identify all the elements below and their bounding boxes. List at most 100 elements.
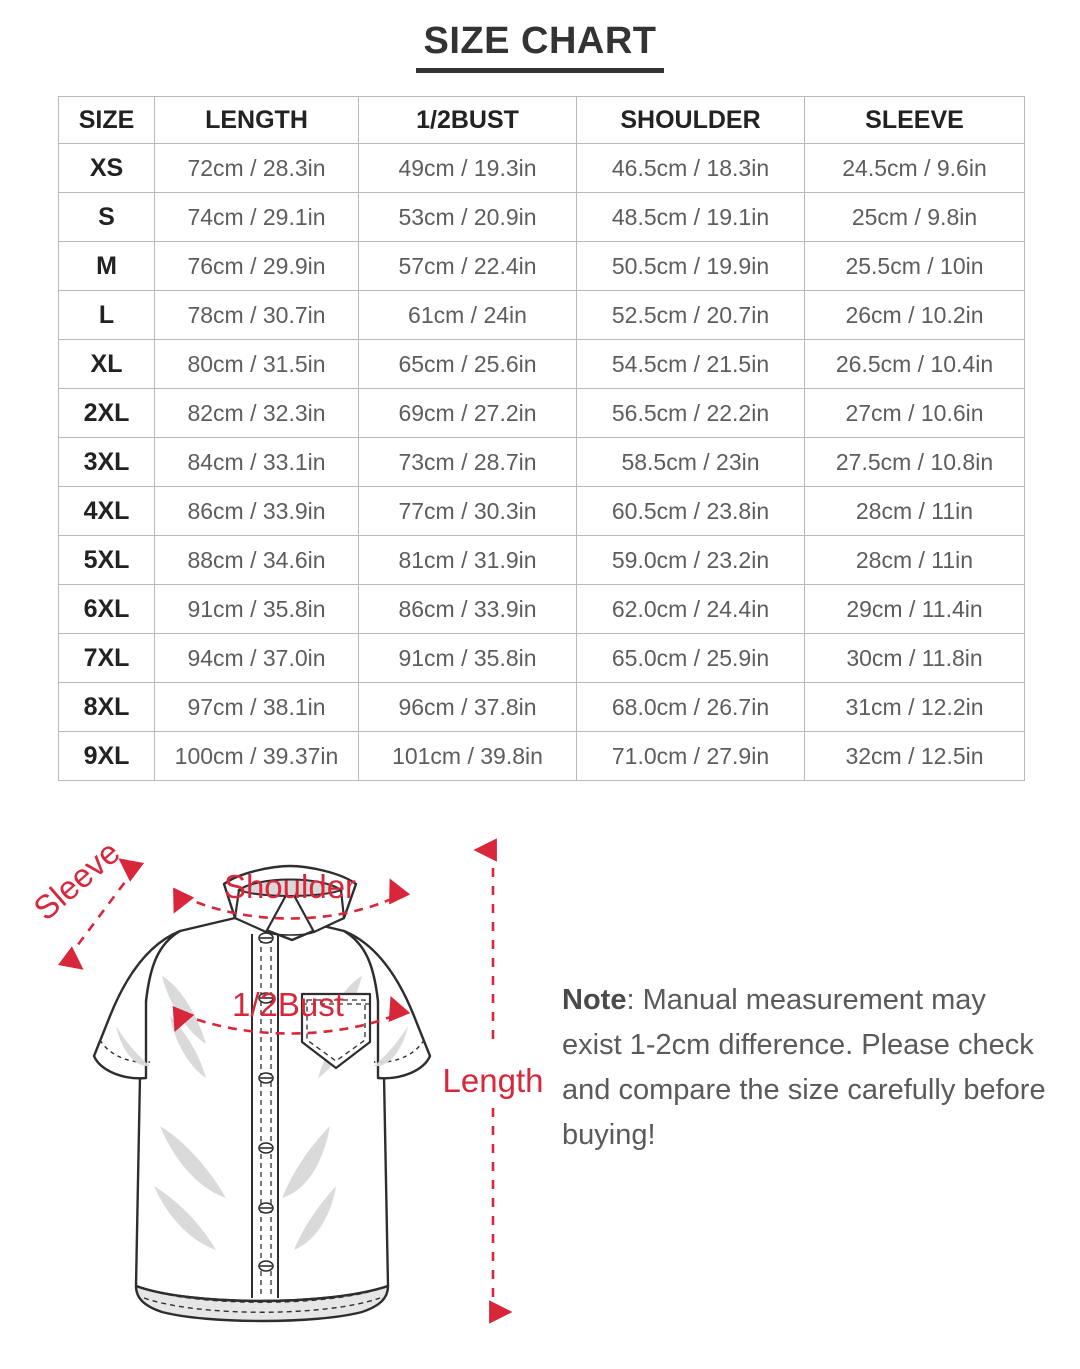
cell-length: 72cm / 28.3in: [154, 143, 359, 193]
table-row: XS 72cm / 28.3in 49cm / 19.3in 46.5cm / …: [58, 143, 1025, 193]
cell-bust: 81cm / 31.9in: [358, 535, 577, 585]
cell-size: 7XL: [58, 633, 155, 683]
cell-size: 5XL: [58, 535, 155, 585]
bust-measure-arrow: [172, 995, 411, 1035]
cell-length: 74cm / 29.1in: [154, 192, 359, 242]
column-header-bust: 1/2BUST: [358, 96, 577, 144]
cell-shoulder: 65.0cm / 25.9in: [576, 633, 805, 683]
cell-size: 2XL: [58, 388, 155, 438]
cell-size: 4XL: [58, 486, 155, 536]
sleeve-measure-arrow: [57, 858, 145, 970]
column-header-length: LENGTH: [154, 96, 359, 144]
cell-sleeve: 27.5cm / 10.8in: [804, 437, 1025, 487]
cell-length: 80cm / 31.5in: [154, 339, 359, 389]
cell-size: XS: [58, 143, 155, 193]
table-row: 4XL 86cm / 33.9in 77cm / 30.3in 60.5cm /…: [58, 486, 1025, 536]
table-row: L 78cm / 30.7in 61cm / 24in 52.5cm / 20.…: [58, 290, 1025, 340]
bust-label: 1/2Bust: [232, 986, 344, 1023]
cell-sleeve: 28cm / 11in: [804, 486, 1025, 536]
table-row: XL 80cm / 31.5in 65cm / 25.6in 54.5cm / …: [58, 339, 1025, 389]
measurement-note: Note: Manual measurement may exist 1-2cm…: [562, 978, 1052, 1158]
cell-size: 8XL: [58, 682, 155, 732]
cell-bust: 69cm / 27.2in: [358, 388, 577, 438]
cell-sleeve: 31cm / 12.2in: [804, 682, 1025, 732]
cell-bust: 91cm / 35.8in: [358, 633, 577, 683]
table-row: 2XL 82cm / 32.3in 69cm / 27.2in 56.5cm /…: [58, 388, 1025, 438]
cell-length: 84cm / 33.1in: [154, 437, 359, 487]
table-row: 8XL 97cm / 38.1in 96cm / 37.8in 68.0cm /…: [58, 682, 1025, 732]
size-chart-table: SIZE LENGTH 1/2BUST SHOULDER SLEEVE XS 7…: [58, 96, 1025, 781]
cell-shoulder: 60.5cm / 23.8in: [576, 486, 805, 536]
column-header-shoulder: SHOULDER: [576, 96, 805, 144]
cell-shoulder: 68.0cm / 26.7in: [576, 682, 805, 732]
table-row: 6XL 91cm / 35.8in 86cm / 33.9in 62.0cm /…: [58, 584, 1025, 634]
cell-shoulder: 56.5cm / 22.2in: [576, 388, 805, 438]
cell-bust: 53cm / 20.9in: [358, 192, 577, 242]
table-row: M 76cm / 29.9in 57cm / 22.4in 50.5cm / 1…: [58, 241, 1025, 291]
cell-size: XL: [58, 339, 155, 389]
cell-size: L: [58, 290, 155, 340]
cell-sleeve: 30cm / 11.8in: [804, 633, 1025, 683]
cell-length: 86cm / 33.9in: [154, 486, 359, 536]
cell-bust: 73cm / 28.7in: [358, 437, 577, 487]
cell-size: 9XL: [58, 731, 155, 781]
cell-sleeve: 25cm / 9.8in: [804, 192, 1025, 242]
note-text: Manual measurement may exist 1-2cm diffe…: [562, 984, 1046, 1151]
table-row: 9XL 100cm / 39.37in 101cm / 39.8in 71.0c…: [58, 731, 1025, 781]
cell-bust: 86cm / 33.9in: [358, 584, 577, 634]
table-row: S 74cm / 29.1in 53cm / 20.9in 48.5cm / 1…: [58, 192, 1025, 242]
cell-sleeve: 32cm / 12.5in: [804, 731, 1025, 781]
note-separator: :: [626, 984, 643, 1016]
cell-length: 100cm / 39.37in: [154, 731, 359, 781]
cell-shoulder: 71.0cm / 27.9in: [576, 731, 805, 781]
cell-size: M: [58, 241, 155, 291]
title-underline: [416, 67, 664, 73]
cell-bust: 61cm / 24in: [358, 290, 577, 340]
cell-bust: 49cm / 19.3in: [358, 143, 577, 193]
cell-length: 88cm / 34.6in: [154, 535, 359, 585]
note-label: Note: [562, 984, 627, 1016]
cell-length: 76cm / 29.9in: [154, 241, 359, 291]
cell-sleeve: 26.5cm / 10.4in: [804, 339, 1025, 389]
cell-length: 94cm / 37.0in: [154, 633, 359, 683]
shoulder-measure-arrow: [173, 878, 411, 920]
cell-sleeve: 28cm / 11in: [804, 535, 1025, 585]
column-header-sleeve: SLEEVE: [804, 96, 1025, 144]
cell-shoulder: 46.5cm / 18.3in: [576, 143, 805, 193]
cell-length: 91cm / 35.8in: [154, 584, 359, 634]
cell-size: S: [58, 192, 155, 242]
cell-sleeve: 24.5cm / 9.6in: [804, 143, 1025, 193]
cell-shoulder: 52.5cm / 20.7in: [576, 290, 805, 340]
column-header-size: SIZE: [58, 96, 155, 144]
shoulder-label: Shoulder: [224, 868, 356, 905]
length-label: Length: [443, 1062, 544, 1099]
shirt-measurement-diagram: Sleeve Shoulder 1/2Bust Length: [30, 826, 550, 1356]
table-row: 3XL 84cm / 33.1in 73cm / 28.7in 58.5cm /…: [58, 437, 1025, 487]
shirt-illustration: [92, 864, 432, 1323]
cell-shoulder: 54.5cm / 21.5in: [576, 339, 805, 389]
cell-length: 82cm / 32.3in: [154, 388, 359, 438]
page-title: SIZE CHART: [0, 20, 1080, 73]
cell-shoulder: 48.5cm / 19.1in: [576, 192, 805, 242]
table-header-row: SIZE LENGTH 1/2BUST SHOULDER SLEEVE: [58, 96, 1025, 144]
cell-sleeve: 27cm / 10.6in: [804, 388, 1025, 438]
cell-size: 6XL: [58, 584, 155, 634]
cell-bust: 96cm / 37.8in: [358, 682, 577, 732]
table-row: 5XL 88cm / 34.6in 81cm / 31.9in 59.0cm /…: [58, 535, 1025, 585]
page-title-text: SIZE CHART: [423, 20, 657, 62]
cell-sleeve: 29cm / 11.4in: [804, 584, 1025, 634]
table-row: 7XL 94cm / 37.0in 91cm / 35.8in 65.0cm /…: [58, 633, 1025, 683]
cell-size: 3XL: [58, 437, 155, 487]
cell-length: 78cm / 30.7in: [154, 290, 359, 340]
cell-length: 97cm / 38.1in: [154, 682, 359, 732]
cell-shoulder: 59.0cm / 23.2in: [576, 535, 805, 585]
cell-sleeve: 26cm / 10.2in: [804, 290, 1025, 340]
sleeve-label: Sleeve: [30, 833, 127, 927]
cell-shoulder: 58.5cm / 23in: [576, 437, 805, 487]
cell-shoulder: 50.5cm / 19.9in: [576, 241, 805, 291]
cell-bust: 57cm / 22.4in: [358, 241, 577, 291]
cell-bust: 65cm / 25.6in: [358, 339, 577, 389]
cell-sleeve: 25.5cm / 10in: [804, 241, 1025, 291]
cell-shoulder: 62.0cm / 24.4in: [576, 584, 805, 634]
cell-bust: 101cm / 39.8in: [358, 731, 577, 781]
